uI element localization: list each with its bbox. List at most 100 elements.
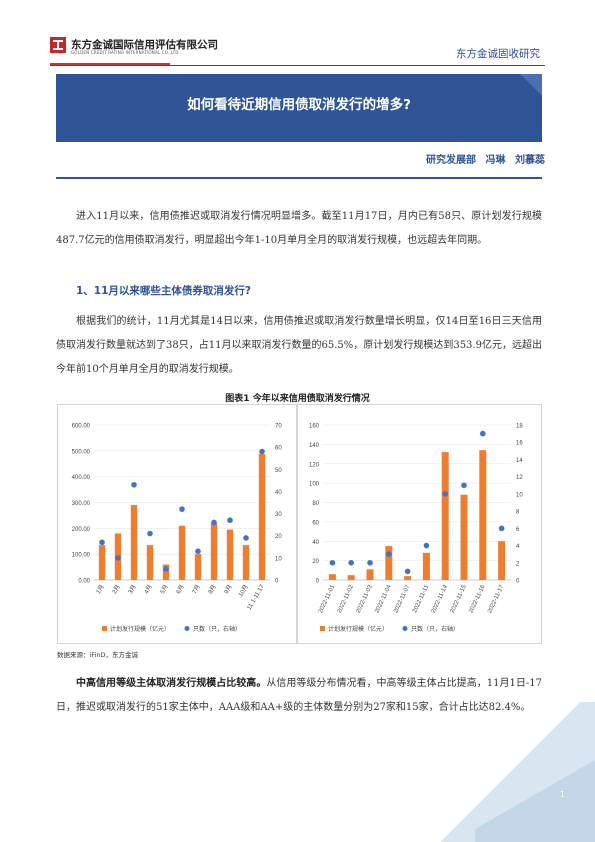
paragraph-rating-lead: 中高信用等级主体取消发行规模占比较高。 bbox=[76, 678, 267, 689]
bar bbox=[479, 450, 487, 580]
authors-line: 研究发展部 冯琳 刘慕蕊 bbox=[426, 155, 545, 166]
x-tick-label: 5月 bbox=[159, 584, 170, 596]
dot-point bbox=[348, 559, 354, 566]
x-tick-label: 2022-11-17 bbox=[487, 584, 506, 615]
bar bbox=[194, 554, 202, 580]
company-logo: 东方金诚国际信用评估有限公司 GOLDEN CREDIT RATING INTE… bbox=[50, 37, 300, 59]
y-left-tick-label: 60 bbox=[312, 520, 319, 526]
corner-decoration-dark bbox=[475, 747, 595, 842]
legend-dot-label: 只数（只，右轴） bbox=[193, 625, 241, 633]
y-left-tick-label: 120 bbox=[309, 462, 320, 468]
page-title: 如何看待近期信用债取消发行的增多? bbox=[187, 97, 411, 113]
bar bbox=[328, 574, 336, 580]
dot-point bbox=[243, 535, 249, 541]
y-left-tick-label: 100 bbox=[309, 482, 320, 488]
brand-label: 东方金诚固收研究 bbox=[456, 48, 540, 60]
y-left-tick-label: 140 bbox=[309, 443, 320, 449]
y-right-tick-label: 16 bbox=[516, 441, 523, 447]
dot-point bbox=[115, 555, 121, 561]
bar bbox=[210, 523, 218, 580]
dot-point bbox=[259, 448, 265, 455]
bar bbox=[178, 525, 186, 580]
dot-point bbox=[131, 481, 137, 488]
x-tick-label: 7月 bbox=[191, 584, 202, 596]
bar bbox=[242, 545, 250, 580]
figure-source: 数据来源：iFinD，东方金诚 bbox=[57, 651, 139, 659]
logo-cn-text: 东方金诚国际信用评估有限公司 bbox=[71, 39, 218, 51]
y-left-tick-label: 200.00 bbox=[72, 527, 91, 533]
dot-point bbox=[147, 530, 153, 537]
y-left-tick-label: 80 bbox=[312, 501, 319, 507]
x-tick-label: 2022-11-16 bbox=[468, 584, 487, 615]
section-heading-1: 1、11月以来哪些主体债券取消发行? bbox=[76, 285, 252, 297]
page-header: 东方金诚国际信用评估有限公司 GOLDEN CREDIT RATING INTE… bbox=[0, 0, 595, 66]
bar bbox=[258, 454, 266, 580]
x-tick-label: 2022-11-03 bbox=[356, 584, 375, 615]
legend-dot-swatch bbox=[402, 626, 408, 631]
chart-daily-panel: 0 20 40 60 80 100 120 140 160 0 2 4 6 8 10 12 14 16 18 2022… bbox=[297, 404, 542, 644]
y-right-tick-label: 50 bbox=[275, 468, 282, 474]
x-tick-label: 10月 bbox=[237, 584, 249, 598]
y-left-tick-label: 400.00 bbox=[72, 475, 91, 481]
legend-bar-label: 计划发行规模（亿元） bbox=[110, 625, 170, 633]
y-left-tick-label: 600.00 bbox=[72, 424, 91, 430]
y-right-tick-label: 12 bbox=[516, 475, 523, 481]
dot-point bbox=[480, 430, 486, 437]
banner-corner-accent bbox=[520, 74, 542, 96]
x-tick-label: 2022-11-02 bbox=[337, 584, 356, 615]
y-right-tick-label: 10 bbox=[275, 556, 282, 562]
y-left-tick-label: 160 bbox=[309, 424, 320, 430]
bar bbox=[385, 546, 393, 580]
y-right-tick-label: 70 bbox=[275, 424, 282, 430]
bar bbox=[162, 564, 170, 580]
dot-point bbox=[461, 482, 467, 489]
paragraph-rating-body: 从信用等级分布情况看，中高等级主体占比提高，11月1日-17日，推迟或取消发行的… bbox=[56, 678, 542, 713]
legend-dot-label: 只数（只，右轴） bbox=[411, 625, 459, 633]
dot-point bbox=[423, 542, 430, 549]
dot-point bbox=[179, 506, 185, 512]
y-right-tick-label: 6 bbox=[516, 527, 520, 533]
x-tick-label: 9月 bbox=[223, 584, 234, 596]
bar bbox=[146, 545, 154, 580]
y-right-tick-label: 0 bbox=[516, 579, 520, 585]
bar bbox=[366, 569, 374, 580]
logo-mark-icon bbox=[50, 37, 66, 53]
bar bbox=[460, 494, 468, 580]
y-left-tick-label: 20 bbox=[312, 559, 319, 565]
paragraph-statistics: 根据我们的统计，11月尤其是14日以来，信用债推迟或取消发行数量增长明显，仅14… bbox=[56, 316, 542, 375]
y-right-tick-label: 18 bbox=[516, 424, 523, 430]
y-left-tick-label: 300.00 bbox=[72, 501, 91, 507]
x-tick-label: 2022-11-07 bbox=[393, 584, 412, 615]
x-tick-label: 2022-11-11 bbox=[412, 584, 430, 614]
dot-point bbox=[498, 525, 505, 532]
y-right-tick-label: 40 bbox=[275, 490, 282, 496]
x-tick-label: 1月 bbox=[95, 584, 106, 596]
x-tick-label: 2022-11-01 bbox=[318, 584, 337, 615]
bar bbox=[226, 529, 234, 580]
y-left-tick-label: 500.00 bbox=[72, 449, 91, 455]
x-tick-label: 2022-11-04 bbox=[374, 584, 393, 615]
bar bbox=[441, 452, 449, 580]
dot-point bbox=[329, 559, 336, 566]
bar bbox=[130, 505, 138, 580]
logo-en-text: GOLDEN CREDIT RATING INTERNATIONAL CO.,L… bbox=[71, 50, 181, 55]
dot-point bbox=[99, 539, 105, 546]
dot-point bbox=[404, 568, 411, 575]
x-tick-label: 8月 bbox=[207, 584, 218, 596]
bar bbox=[404, 576, 412, 580]
x-tick-label: 2022-11-15 bbox=[450, 584, 469, 615]
page-number: 1 bbox=[559, 790, 565, 799]
bar bbox=[347, 575, 355, 580]
y-right-tick-label: 2 bbox=[516, 561, 520, 567]
y-left-tick-label: 0 bbox=[316, 579, 320, 585]
x-tick-label: 3月 bbox=[127, 584, 138, 596]
chart-monthly: 0.00 100.00 200.00 300.00 400.00 500.00 600.00… bbox=[72, 424, 283, 634]
authors-rule bbox=[56, 177, 542, 179]
y-left-tick-label: 100.00 bbox=[72, 553, 91, 559]
y-right-tick-label: 0 bbox=[275, 579, 279, 585]
x-tick-label: 4月 bbox=[143, 584, 154, 596]
y-right-tick-label: 4 bbox=[516, 544, 520, 550]
legend-bar-swatch bbox=[320, 626, 325, 631]
y-right-tick-label: 8 bbox=[516, 510, 520, 516]
dot-point bbox=[227, 517, 233, 524]
